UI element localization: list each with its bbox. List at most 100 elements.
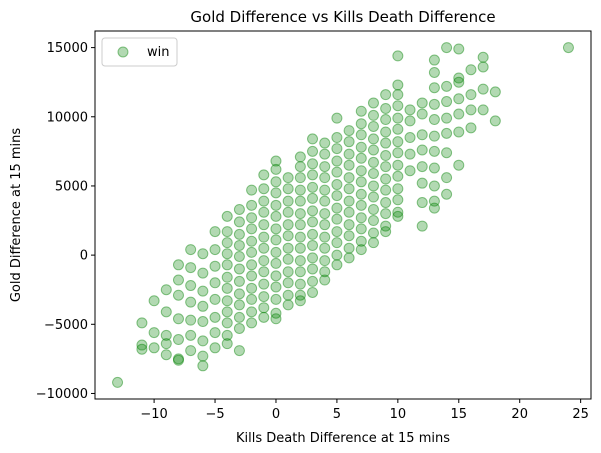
data-point bbox=[416, 97, 428, 109]
data-point bbox=[270, 210, 282, 222]
data-point bbox=[270, 293, 282, 305]
data-point bbox=[307, 169, 319, 181]
data-point bbox=[343, 183, 355, 195]
data-point bbox=[270, 307, 282, 319]
data-point bbox=[331, 112, 343, 124]
data-point bbox=[258, 219, 270, 231]
data-point bbox=[246, 306, 258, 318]
data-point bbox=[270, 176, 282, 188]
data-point bbox=[416, 177, 428, 189]
data-point bbox=[197, 248, 209, 260]
data-point bbox=[355, 244, 367, 256]
data-point bbox=[233, 299, 245, 311]
data-point bbox=[282, 195, 294, 207]
data-point bbox=[441, 127, 453, 139]
data-point bbox=[343, 252, 355, 264]
data-point bbox=[197, 300, 209, 312]
data-point bbox=[392, 89, 404, 101]
data-point bbox=[404, 115, 416, 127]
data-point bbox=[209, 327, 221, 339]
data-point bbox=[428, 67, 440, 78]
x-axis-label: Kills Death Difference at 15 mins bbox=[236, 431, 450, 446]
data-point bbox=[453, 43, 465, 55]
data-point bbox=[172, 353, 184, 365]
data-point bbox=[294, 242, 306, 254]
data-point bbox=[282, 206, 294, 218]
data-point bbox=[319, 266, 331, 278]
data-point bbox=[453, 72, 465, 84]
data-point bbox=[294, 231, 306, 243]
data-point bbox=[233, 239, 245, 251]
data-point bbox=[380, 208, 392, 220]
data-point bbox=[319, 184, 331, 196]
data-point bbox=[380, 114, 392, 126]
data-point bbox=[343, 242, 355, 254]
data-point bbox=[465, 64, 477, 76]
data-point bbox=[209, 311, 221, 323]
data-point bbox=[294, 151, 306, 163]
data-point bbox=[258, 266, 270, 278]
data-point bbox=[197, 267, 209, 279]
data-point bbox=[258, 195, 270, 207]
data-point bbox=[221, 271, 233, 283]
data-point bbox=[477, 104, 489, 116]
data-point bbox=[185, 280, 197, 292]
data-point bbox=[258, 255, 270, 267]
data-point bbox=[343, 195, 355, 207]
data-point bbox=[380, 184, 392, 196]
y-axis-ticks: −10000 −5000 0 5000 10000 15000 bbox=[36, 41, 95, 402]
data-point bbox=[209, 293, 221, 305]
data-point bbox=[294, 295, 306, 307]
legend: win bbox=[101, 37, 178, 67]
data-point bbox=[258, 242, 270, 254]
data-point bbox=[258, 169, 270, 181]
data-point bbox=[294, 255, 306, 267]
data-point bbox=[258, 231, 270, 243]
data-point bbox=[367, 144, 379, 156]
data-point bbox=[233, 275, 245, 287]
data-point bbox=[172, 334, 184, 346]
data-point bbox=[355, 212, 367, 224]
data-point bbox=[270, 257, 282, 269]
data-point bbox=[319, 195, 331, 207]
data-point bbox=[428, 114, 440, 126]
data-point bbox=[270, 313, 282, 325]
data-point bbox=[307, 181, 319, 193]
data-point bbox=[160, 349, 172, 361]
data-point bbox=[307, 275, 319, 287]
data-point bbox=[221, 306, 233, 318]
data-point bbox=[562, 42, 574, 54]
data-point bbox=[282, 219, 294, 231]
data-point bbox=[343, 125, 355, 137]
data-point bbox=[319, 231, 331, 243]
data-point bbox=[416, 129, 428, 141]
data-point bbox=[441, 188, 453, 200]
data-point bbox=[258, 206, 270, 218]
x-tick-label: 5 bbox=[333, 407, 341, 422]
data-point bbox=[197, 316, 209, 328]
data-point bbox=[380, 161, 392, 173]
data-point bbox=[392, 159, 404, 171]
data-point bbox=[428, 202, 440, 214]
data-point bbox=[392, 112, 404, 124]
data-point bbox=[380, 173, 392, 185]
data-point bbox=[331, 132, 343, 144]
data-point bbox=[380, 89, 392, 101]
data-point bbox=[282, 172, 294, 184]
data-point bbox=[221, 237, 233, 249]
data-point bbox=[392, 100, 404, 112]
data-point bbox=[441, 112, 453, 124]
data-point bbox=[380, 220, 392, 232]
data-point bbox=[428, 98, 440, 110]
data-point bbox=[294, 172, 306, 184]
data-point bbox=[392, 136, 404, 148]
data-point bbox=[392, 183, 404, 195]
data-point bbox=[392, 79, 404, 91]
y-tick-label: 5000 bbox=[55, 179, 88, 194]
data-point bbox=[160, 284, 172, 296]
data-point bbox=[465, 104, 477, 116]
data-point bbox=[294, 266, 306, 278]
data-point bbox=[282, 253, 294, 265]
data-point bbox=[319, 242, 331, 254]
